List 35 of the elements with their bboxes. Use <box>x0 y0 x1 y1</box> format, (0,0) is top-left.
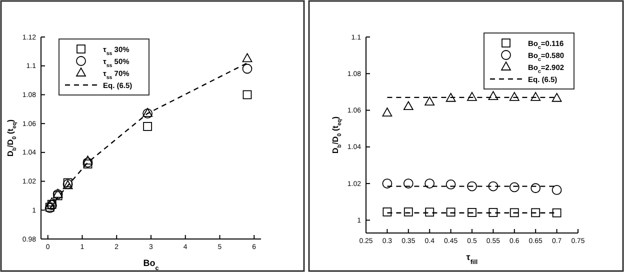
point <box>63 178 72 188</box>
point <box>143 122 152 131</box>
point <box>382 108 392 116</box>
point <box>509 182 520 192</box>
point <box>467 181 477 192</box>
point <box>424 178 435 188</box>
point <box>424 96 435 106</box>
point <box>530 183 541 194</box>
point <box>403 178 414 188</box>
point <box>552 208 562 218</box>
point <box>446 92 456 102</box>
point <box>382 207 392 216</box>
point <box>82 156 93 165</box>
point <box>488 181 498 192</box>
point <box>530 92 541 101</box>
point <box>488 208 498 217</box>
point <box>510 208 519 218</box>
point <box>242 64 252 74</box>
point <box>242 53 252 62</box>
point <box>467 92 477 101</box>
point <box>509 92 520 101</box>
point <box>403 101 414 110</box>
point <box>425 208 434 217</box>
point <box>468 208 476 217</box>
point <box>531 208 540 218</box>
point <box>446 180 456 190</box>
point <box>404 207 413 216</box>
x-axis-title: τ$_{fill}$ <box>466 252 478 266</box>
point <box>552 92 562 102</box>
x-axis-title: Bo$_{c}$ <box>143 258 160 272</box>
point <box>446 208 456 217</box>
point <box>242 90 252 100</box>
point <box>488 91 498 100</box>
point <box>382 178 392 188</box>
point <box>552 185 562 195</box>
